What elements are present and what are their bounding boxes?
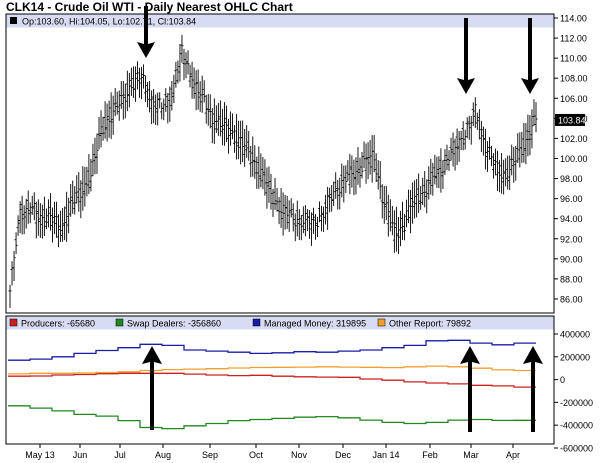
price-arrow [521, 18, 539, 94]
cot-legend-swatch [252, 318, 261, 327]
x-axis-label: May 13 [25, 450, 55, 460]
cot-axis-label: -600000 [560, 444, 593, 454]
last-price-label: 103.84 [558, 115, 586, 125]
price-panel-frame [5, 13, 555, 314]
cot-legend-band [6, 316, 554, 330]
price-legend-swatch [10, 17, 17, 24]
chart-title: CLK14 - Crude Oil WTI - Daily Nearest OH… [6, 0, 293, 14]
cot-line-other-report [8, 365, 536, 375]
cot-legend-producers: Producers: -65680 [21, 319, 95, 329]
cot-legend-swatch [115, 318, 124, 327]
price-axis-label: 96.00 [560, 194, 583, 204]
cot-axis-label: 0 [560, 375, 565, 385]
price-legend-band [6, 14, 554, 28]
cot-line-managed-money [8, 339, 536, 361]
x-axis-label: Oct [249, 450, 264, 460]
cot-arrow [523, 346, 543, 432]
cot-axis-label: -400000 [560, 421, 593, 431]
price-axis-label: 110.00 [560, 54, 587, 64]
price-axis-label: 98.00 [560, 174, 583, 184]
price-axis-label: 92.00 [560, 234, 583, 244]
cot-line-swap-dealers [8, 405, 536, 430]
cot-legend-swatch [377, 318, 386, 327]
cot-legend-swap-dealers: Swap Dealers: -356860 [127, 319, 221, 329]
price-axis-label: 90.00 [560, 254, 583, 264]
x-axis-label: Nov [291, 450, 308, 460]
price-arrow [457, 18, 475, 94]
price-axis-label: 112.00 [560, 34, 587, 44]
last-price-box [555, 113, 585, 126]
price-axis-label: 100.00 [560, 154, 588, 164]
x-axis-label: Dec [335, 450, 352, 460]
x-axis-label: Apr [506, 450, 520, 460]
price-axis-label: 102.00 [560, 134, 588, 144]
x-axis-label: Jun [73, 450, 88, 460]
price-axis-label: 94.00 [560, 214, 583, 224]
cot-panel-frame [5, 315, 555, 445]
x-axis-label: Aug [155, 450, 171, 460]
price-axis-label: 108.00 [560, 74, 588, 84]
price-axis-label: 106.00 [560, 94, 588, 104]
cot-axis-label: 400000 [560, 330, 590, 340]
price-legend: Op:103.60, Hi:104.05, Lo:102.71, Cl:103.… [22, 17, 196, 27]
cot-legend-swatch [9, 318, 18, 327]
cot-legend-managed-money: Managed Money: 319895 [264, 319, 366, 329]
cot-arrow [460, 346, 480, 432]
ohlc-bars [8, 34, 538, 308]
cot-axis-label: -200000 [560, 398, 593, 408]
x-axis-label: Sep [202, 450, 218, 460]
x-axis-label: Feb [422, 450, 438, 460]
price-axis-label: 86.00 [560, 294, 583, 304]
price-arrow [137, 6, 155, 58]
cot-arrow [142, 346, 162, 430]
cot-axis-label: 200000 [560, 352, 590, 362]
x-axis-label: Mar [463, 450, 479, 460]
price-axis-label: 114.00 [560, 14, 587, 24]
cot-legend-other-report: Other Report: 79892 [389, 319, 471, 329]
price-axis-label: 88.00 [560, 274, 583, 284]
x-axis-label: Jul [114, 450, 126, 460]
cot-line-producers [8, 372, 536, 388]
x-axis-label: Jan 14 [372, 450, 399, 460]
